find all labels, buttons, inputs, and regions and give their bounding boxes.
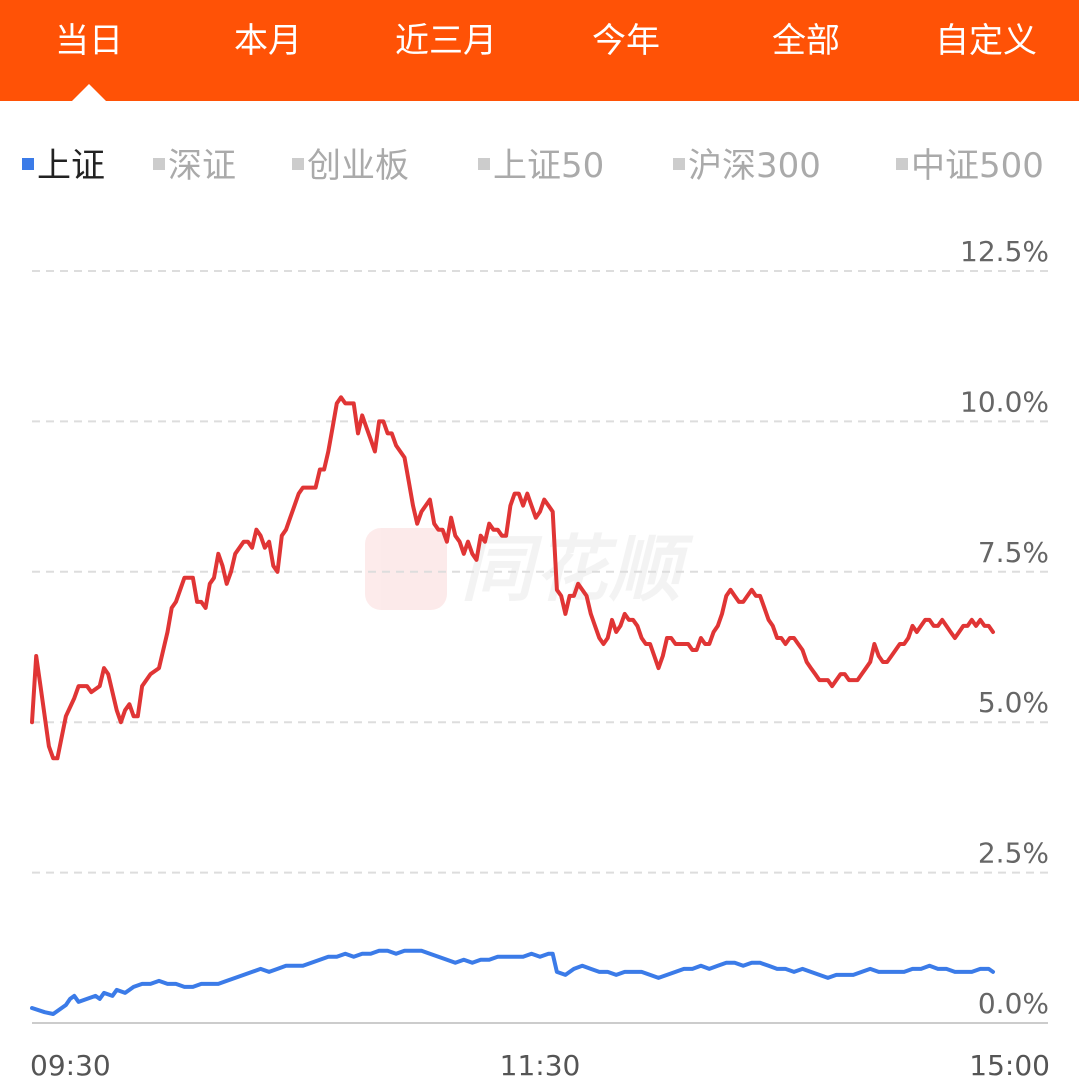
y-tick-label: 7.5% xyxy=(978,536,1049,569)
legend-item-5[interactable]: 中证500 xyxy=(896,140,1044,192)
x-tick-label: 11:30 xyxy=(500,1049,581,1082)
series-line-0 xyxy=(30,395,995,761)
legend-item-1[interactable]: 深证 xyxy=(153,140,236,192)
y-tick-label: 0.0% xyxy=(978,987,1049,1020)
legend-item-0[interactable]: 上证 xyxy=(22,140,105,192)
y-tick-label: 12.5% xyxy=(960,235,1049,268)
legend-label: 深证 xyxy=(168,146,236,186)
tab-1[interactable]: 本月 xyxy=(234,21,302,61)
legend-label: 上证50 xyxy=(493,146,605,186)
legend-item-3[interactable]: 上证50 xyxy=(478,140,604,192)
tab-3[interactable]: 今年 xyxy=(592,21,660,61)
x-tick-label: 15:00 xyxy=(969,1049,1050,1082)
tab-5[interactable]: 自定义 xyxy=(935,21,1037,61)
index-legend: 上证 深证 创业板 上证50 沪深300 中证500 xyxy=(0,140,1079,192)
series-line-1 xyxy=(30,948,995,1016)
legend-swatch-icon xyxy=(292,157,304,170)
legend-swatch-icon xyxy=(478,157,490,170)
legend-label: 创业板 xyxy=(307,146,409,186)
y-tick-label: 10.0% xyxy=(960,385,1049,418)
legend-label: 中证500 xyxy=(911,146,1044,186)
active-tab-indicator xyxy=(72,84,106,101)
legend-label: 上证 xyxy=(37,146,105,186)
tab-0[interactable]: 当日 xyxy=(55,21,123,61)
tab-2[interactable]: 近三月 xyxy=(395,21,497,61)
legend-item-4[interactable]: 沪深300 xyxy=(673,140,821,192)
y-tick-label: 5.0% xyxy=(978,686,1049,719)
legend-item-2[interactable]: 创业板 xyxy=(292,140,409,192)
legend-swatch-icon xyxy=(153,157,165,170)
y-tick-label: 2.5% xyxy=(978,837,1049,870)
legend-swatch-icon xyxy=(673,157,685,170)
legend-swatch-icon xyxy=(896,157,908,170)
x-tick-label: 09:30 xyxy=(30,1049,111,1082)
tab-4[interactable]: 全部 xyxy=(772,21,840,61)
legend-label: 沪深300 xyxy=(688,146,821,186)
period-tab-bar xyxy=(0,0,1079,101)
legend-swatch-icon xyxy=(22,157,34,170)
